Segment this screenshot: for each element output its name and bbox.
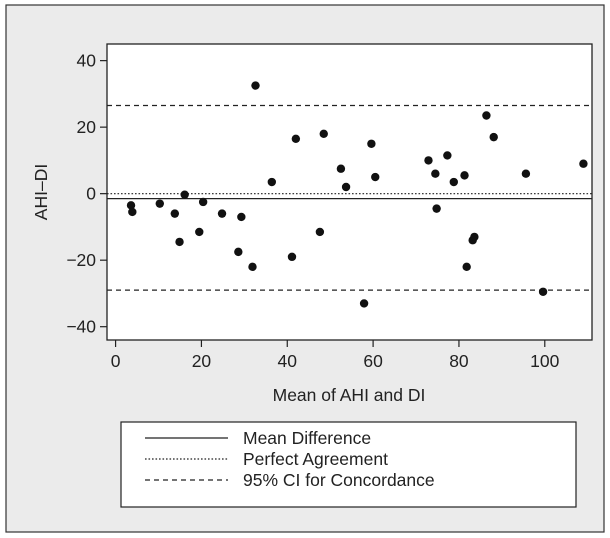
y-tick-label: 20 <box>77 117 97 137</box>
y-tick-label: 0 <box>86 184 96 204</box>
data-point <box>234 248 242 256</box>
data-point <box>180 190 188 198</box>
data-point <box>248 263 256 271</box>
data-point <box>539 288 547 296</box>
data-point <box>424 156 432 164</box>
data-point <box>288 253 296 261</box>
data-point <box>171 209 179 217</box>
x-tick-label: 0 <box>111 351 121 371</box>
data-point <box>342 183 350 191</box>
y-tick-label: −20 <box>66 250 96 270</box>
plot-area <box>107 44 592 340</box>
data-point <box>482 111 490 119</box>
x-tick-label: 40 <box>278 351 298 371</box>
x-tick-label: 80 <box>449 351 469 371</box>
data-point <box>450 178 458 186</box>
data-point <box>128 208 136 216</box>
data-point <box>579 160 587 168</box>
data-point <box>360 299 368 307</box>
data-point <box>470 233 478 241</box>
data-point <box>367 140 375 148</box>
data-point <box>371 173 379 181</box>
data-point <box>251 81 259 89</box>
data-point <box>268 178 276 186</box>
y-tick-label: 40 <box>77 51 97 71</box>
legend-label: 95% CI for Concordance <box>243 470 435 490</box>
x-tick-label: 60 <box>363 351 383 371</box>
data-point <box>218 209 226 217</box>
x-tick-label: 20 <box>192 351 212 371</box>
data-point <box>490 133 498 141</box>
data-point <box>156 199 164 207</box>
data-point <box>443 151 451 159</box>
data-point <box>195 228 203 236</box>
data-point <box>292 135 300 143</box>
y-axis-label: AHI–DI <box>31 164 51 220</box>
data-point <box>431 170 439 178</box>
data-point <box>316 228 324 236</box>
data-point <box>522 170 530 178</box>
data-point <box>237 213 245 221</box>
data-point <box>337 165 345 173</box>
data-point <box>432 204 440 212</box>
data-point <box>462 263 470 271</box>
y-tick-label: −40 <box>66 317 96 337</box>
data-point <box>199 198 207 206</box>
legend-label: Mean Difference <box>243 428 371 448</box>
x-tick-label: 100 <box>530 351 559 371</box>
legend-label: Perfect Agreement <box>243 449 388 469</box>
data-point <box>460 171 468 179</box>
data-point <box>175 238 183 246</box>
x-axis-label: Mean of AHI and DI <box>273 385 426 405</box>
data-point <box>320 130 328 138</box>
